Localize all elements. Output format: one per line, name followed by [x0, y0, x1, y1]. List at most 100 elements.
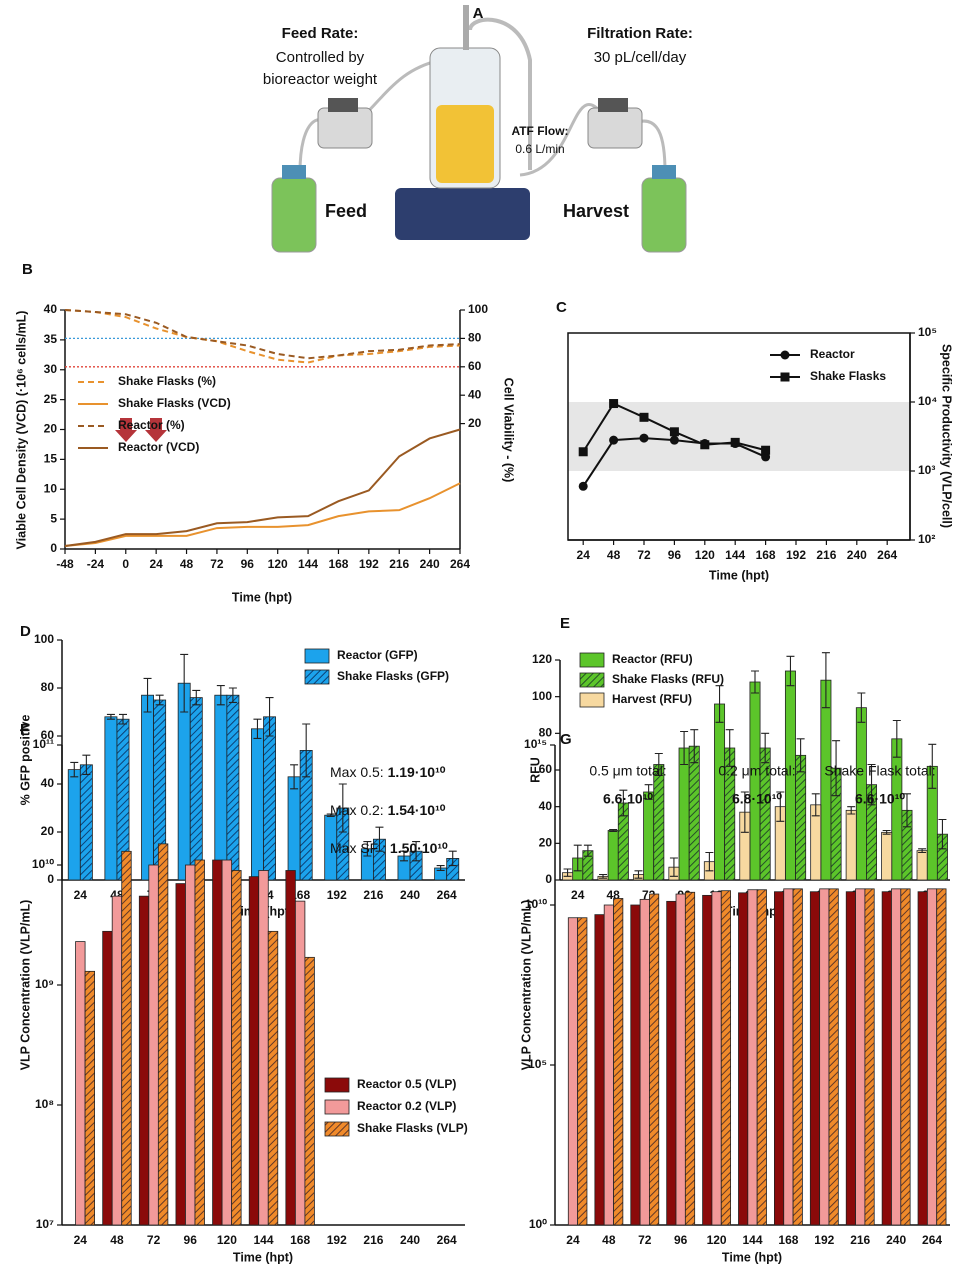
bar — [251, 728, 264, 881]
y-tick-label: 20 — [41, 824, 55, 838]
x-tick-label: -48 — [56, 557, 74, 571]
x-tick-label: 240 — [847, 548, 867, 562]
bar — [684, 891, 696, 1226]
legend-label: Shake Flasks (VLP) — [357, 1121, 468, 1135]
x-tick-label: 48 — [110, 1233, 124, 1247]
x-tick-label: 96 — [241, 557, 255, 571]
x-tick-label: 168 — [290, 1233, 310, 1247]
feed-label: Feed — [325, 201, 367, 221]
error-bar — [786, 655, 795, 687]
x-tick-label: 216 — [850, 1233, 870, 1247]
x-tick-label: 144 — [742, 1233, 762, 1247]
harvest-bottle — [641, 177, 687, 253]
x-tick-label: 192 — [786, 548, 806, 562]
y2-tick-label: 20 — [468, 416, 482, 430]
legend-label: Shake Flasks (%) — [118, 374, 216, 388]
y-tick-label: 0 — [545, 872, 552, 886]
x-tick-label: 96 — [668, 548, 682, 562]
culture — [436, 105, 494, 183]
legend-marker — [780, 350, 790, 360]
legend-label: Reactor (VCD) — [118, 440, 199, 454]
bar — [675, 893, 686, 1226]
x-tick-label: 48 — [180, 557, 194, 571]
bar — [749, 681, 761, 881]
x-tick-label: 168 — [328, 557, 348, 571]
y2-tick-label: 40 — [468, 387, 482, 401]
pump-screen — [598, 98, 628, 112]
error-bar — [811, 793, 820, 817]
bar — [795, 754, 807, 881]
annotation-value: 6.6·10¹⁰ — [855, 791, 905, 807]
bar — [747, 889, 758, 1226]
bar — [774, 891, 785, 1226]
x-tick-label: 120 — [268, 557, 288, 571]
series-line — [64, 482, 461, 548]
y-tick-label: 10⁰ — [529, 1217, 547, 1231]
error-bar — [82, 754, 91, 775]
bar — [148, 864, 159, 1226]
error-bar — [448, 850, 457, 867]
legend-marker — [780, 372, 790, 382]
error-bar — [326, 813, 335, 817]
x-tick-label: 168 — [756, 548, 776, 562]
error-bar — [644, 784, 653, 800]
bar — [214, 694, 228, 881]
y-tick-label: 0 — [47, 872, 54, 886]
x-axis-title: Time (hpt) — [232, 590, 292, 604]
y-tick-label: 100 — [34, 632, 54, 646]
bar — [304, 956, 315, 1226]
error-bar — [654, 752, 663, 777]
bar — [577, 917, 588, 1226]
bar — [177, 682, 191, 881]
point — [578, 447, 588, 457]
y-tick-label: 35 — [44, 332, 58, 346]
bar — [226, 694, 240, 881]
error-bar — [583, 844, 592, 857]
error-bar — [669, 857, 678, 877]
point — [700, 440, 710, 450]
bar — [267, 930, 279, 1226]
point — [669, 435, 679, 445]
error-bar — [680, 730, 689, 766]
legend-label: Reactor 0.2 (VLP) — [357, 1099, 456, 1113]
y2-tick-label: 10² — [918, 532, 935, 546]
bar — [121, 850, 132, 1226]
bar — [630, 904, 641, 1226]
error-bar — [705, 851, 714, 872]
x-tick-label: 144 — [253, 1233, 273, 1247]
annotation-text: Shake Flask total: — [824, 763, 935, 779]
y-tick-label: 0 — [50, 541, 57, 555]
error-bar — [902, 793, 911, 828]
annotation-text: Max SF : — [330, 840, 390, 856]
panel-letter: A — [473, 5, 484, 22]
y2-axis-title: Specific Productivity (VLP/cell) — [940, 344, 954, 528]
bar — [594, 914, 605, 1226]
bar — [881, 831, 893, 881]
bar — [864, 888, 875, 1226]
y2-tick-label: 80 — [468, 331, 482, 345]
annotation-text: Max 0.2: — [330, 802, 388, 818]
y2-tick-label: 10⁴ — [918, 394, 937, 408]
bar — [248, 876, 260, 1226]
y-tick-label: 10¹⁰ — [525, 897, 547, 911]
bar — [104, 716, 118, 881]
x-tick-label: 24 — [149, 557, 163, 571]
bar — [79, 764, 93, 881]
atf-title: ATF Flow: — [511, 124, 568, 138]
error-bar — [400, 850, 408, 862]
error-bar — [338, 783, 347, 833]
bar — [891, 738, 903, 881]
legend-label: Reactor (%) — [118, 418, 185, 432]
point — [609, 399, 619, 409]
y-tick-label: 25 — [44, 392, 58, 406]
x-tick-label: 96 — [674, 1233, 688, 1247]
point — [639, 433, 649, 443]
error-bar — [228, 687, 237, 703]
bar — [603, 904, 614, 1226]
bar — [67, 769, 81, 881]
annotation-value: 6.6·10¹⁰ — [603, 791, 653, 807]
harvest-label: Harvest — [563, 201, 629, 221]
legend-swatch — [304, 669, 330, 685]
y-tick-label: 60 — [539, 762, 553, 776]
point — [730, 437, 740, 447]
